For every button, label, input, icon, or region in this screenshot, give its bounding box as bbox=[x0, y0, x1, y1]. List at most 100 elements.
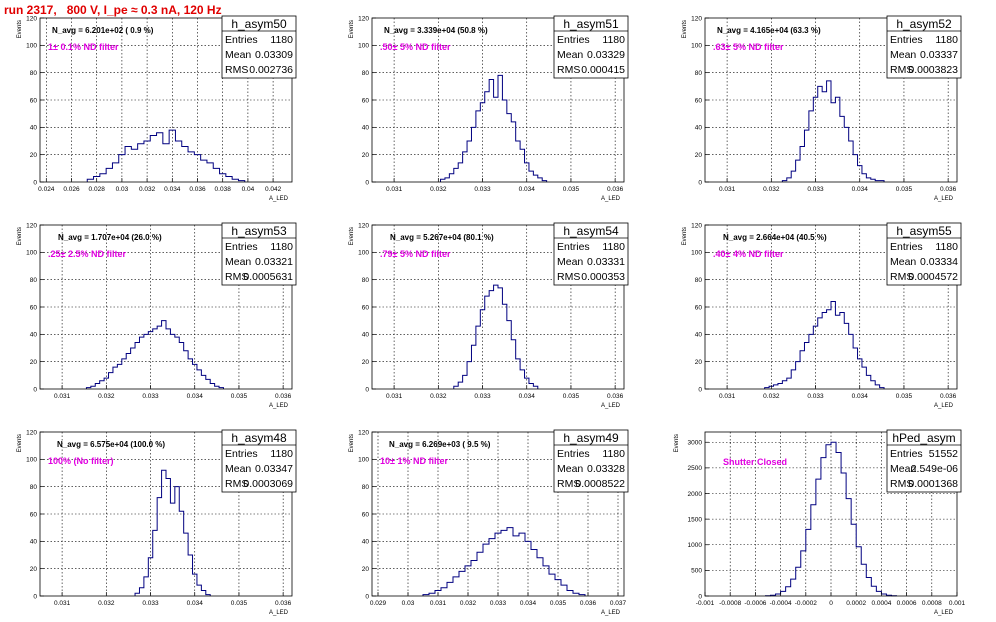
y-tick-label: 60 bbox=[30, 511, 38, 518]
stat-value: 1180 bbox=[602, 241, 625, 253]
histogram-title: hPed_asym bbox=[892, 431, 955, 445]
filter-note: 1± 0.1% ND filter bbox=[48, 42, 119, 52]
y-axis-title: Events bbox=[17, 20, 23, 38]
histogram-panel-h_asym52: 0.031 0.032 0.033 0.034 0.035 0.036 0 20 40 60 80 1… bbox=[682, 15, 962, 202]
filter-note: .79± 5% ND filter bbox=[380, 249, 451, 259]
x-tick-label: 0.032 bbox=[139, 186, 156, 193]
x-tick-label: 0.035 bbox=[896, 186, 913, 193]
y-tick-label: 40 bbox=[30, 332, 38, 339]
navg-label: N_avg = 6.575e+04 (100.0 %) bbox=[57, 440, 165, 449]
x-tick-label: 0.029 bbox=[370, 600, 387, 607]
stat-label: RMS bbox=[557, 64, 580, 76]
histogram-panel-h_asym55: 0.031 0.032 0.033 0.034 0.035 0.036 0 20 40 60 80 1… bbox=[682, 222, 962, 409]
y-tick-label: 60 bbox=[30, 304, 38, 311]
stat-label: Entries bbox=[557, 34, 590, 46]
stat-label: RMS bbox=[890, 271, 913, 283]
histogram-panel-h_asym51: 0.031 0.032 0.033 0.034 0.035 0.036 0 20 40 60 80 1… bbox=[349, 15, 629, 202]
stats-box bbox=[221, 429, 297, 493]
histogram-panel-h_asym54: 0.031 0.032 0.033 0.034 0.035 0.036 0 20 40 60 80 1… bbox=[349, 222, 629, 409]
x-tick-label: 0.031 bbox=[386, 186, 403, 193]
x-tick-label: -0.0002 bbox=[795, 600, 817, 607]
x-tick-label: 0.03 bbox=[402, 600, 415, 607]
y-tick-label: 100 bbox=[26, 457, 37, 464]
x-tick-label: 0.036 bbox=[940, 186, 957, 193]
histogram-outline bbox=[86, 129, 246, 182]
histogram-title: h_asym49 bbox=[563, 431, 619, 445]
histogram-outline bbox=[764, 441, 898, 597]
y-axis-title: Events bbox=[349, 20, 355, 38]
stat-value: 0.0005631 bbox=[243, 271, 293, 283]
histogram-title: h_asym55 bbox=[896, 224, 952, 238]
x-tick-label: 0.031 bbox=[719, 186, 736, 193]
x-tick-label: 0.042 bbox=[265, 186, 282, 193]
stat-label: RMS bbox=[225, 478, 248, 490]
navg-label: N_avg = 1.707e+04 (26.0 %) bbox=[58, 233, 162, 242]
y-axis-title: Events bbox=[349, 227, 355, 245]
x-tick-label: 0.033 bbox=[474, 186, 491, 193]
y-tick-label: 100 bbox=[26, 43, 37, 50]
stat-value: 0.03329 bbox=[587, 49, 625, 61]
x-tick-label: 0.033 bbox=[142, 393, 159, 400]
stat-value: 0.03337 bbox=[920, 49, 958, 61]
x-tick-label: 0.035 bbox=[563, 186, 580, 193]
x-tick-label: 0.034 bbox=[187, 393, 204, 400]
y-tick-label: 20 bbox=[30, 152, 38, 159]
x-tick-label: 0.031 bbox=[719, 393, 736, 400]
histogram-panel-h_asym50: 0.024 0.026 0.028 0.03 0.032 0.034 0.036 0.038 0… bbox=[17, 15, 297, 202]
filter-note: Shutter Closed bbox=[723, 457, 787, 467]
stat-value: 0.000353 bbox=[581, 271, 625, 283]
y-axis-title: Events bbox=[682, 20, 688, 38]
stat-label: Entries bbox=[890, 241, 923, 253]
stats-box bbox=[553, 222, 629, 286]
y-tick-label: 80 bbox=[695, 277, 703, 284]
stat-label: Entries bbox=[557, 448, 590, 460]
y-tick-label: 40 bbox=[30, 539, 38, 546]
stat-value: 0.0004572 bbox=[908, 271, 958, 283]
x-tick-label: 0.033 bbox=[490, 600, 507, 607]
x-axis-title: A_LED bbox=[934, 610, 954, 616]
stat-label: RMS bbox=[557, 478, 580, 490]
y-tick-label: 40 bbox=[30, 125, 38, 132]
filter-note: .63± 5% ND filter bbox=[713, 42, 784, 52]
stat-value: 0.000415 bbox=[581, 64, 625, 76]
y-tick-label: 3000 bbox=[688, 440, 703, 447]
y-tick-label: 0 bbox=[698, 179, 702, 186]
y-tick-label: 80 bbox=[30, 70, 38, 77]
x-tick-label: 0.034 bbox=[852, 393, 869, 400]
x-axis-title: A_LED bbox=[934, 196, 954, 202]
x-tick-label: 0.034 bbox=[852, 186, 869, 193]
x-tick-label: 0.035 bbox=[550, 600, 567, 607]
stat-value: 0.03331 bbox=[587, 256, 625, 268]
y-tick-label: 60 bbox=[362, 304, 370, 311]
x-tick-label: 0.031 bbox=[54, 600, 71, 607]
histogram-outline bbox=[781, 80, 885, 182]
stat-label: Entries bbox=[557, 241, 590, 253]
histogram-panel-hPed_asym: -0.001 -0.0008 -0.0006 -0.0004 -0.0002 0 0.000… bbox=[674, 429, 966, 616]
y-axis-title: Events bbox=[682, 227, 688, 245]
stats-box bbox=[553, 429, 629, 493]
x-tick-label: 0.032 bbox=[763, 186, 780, 193]
stats-box bbox=[886, 222, 962, 286]
x-tick-label: 0.034 bbox=[164, 186, 181, 193]
x-tick-label: 0.032 bbox=[98, 600, 115, 607]
x-tick-label: 0.03 bbox=[116, 186, 129, 193]
stat-label: Entries bbox=[225, 241, 258, 253]
stat-value: 1180 bbox=[602, 448, 625, 460]
y-tick-label: 100 bbox=[26, 250, 37, 257]
filter-note: 100% (No filter) bbox=[48, 456, 114, 466]
stat-value: 51552 bbox=[929, 448, 958, 460]
stat-label: Entries bbox=[890, 448, 923, 460]
x-tick-label: 0.036 bbox=[189, 186, 206, 193]
x-tick-label: 0.024 bbox=[38, 186, 55, 193]
navg-label: N_avg = 4.165e+04 (63.3 %) bbox=[717, 26, 821, 35]
navg-label: N_avg = 6.269e+03 ( 9.5 %) bbox=[389, 440, 491, 449]
x-axis-title: A_LED bbox=[269, 610, 289, 616]
y-tick-label: 60 bbox=[695, 97, 703, 104]
y-tick-label: 20 bbox=[30, 359, 38, 366]
y-tick-label: 120 bbox=[691, 222, 702, 229]
x-tick-label: 0.001 bbox=[949, 600, 966, 607]
stat-label: RMS bbox=[225, 64, 248, 76]
stats-box bbox=[221, 15, 297, 79]
histogram-title: h_asym53 bbox=[231, 224, 287, 238]
x-tick-label: 0.033 bbox=[142, 600, 159, 607]
